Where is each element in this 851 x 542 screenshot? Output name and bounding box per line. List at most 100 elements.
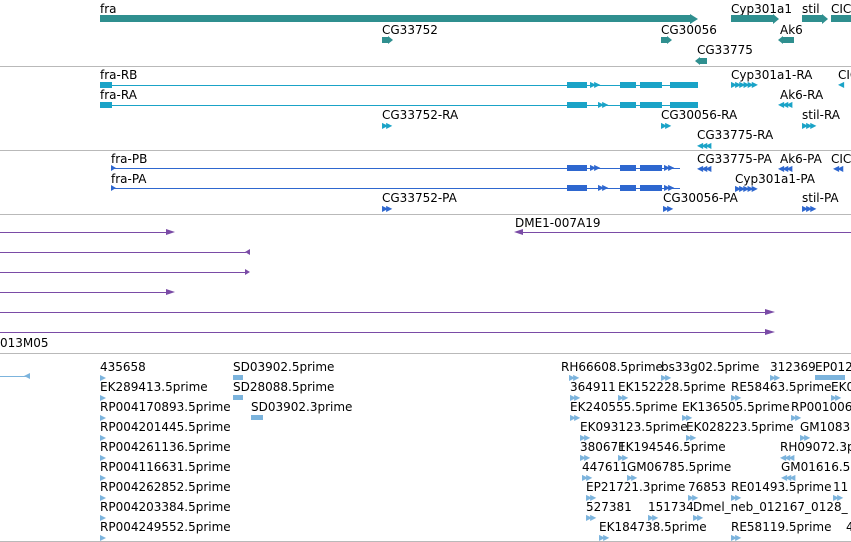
est-label[interactable]: 11 [833,480,849,494]
est-bar[interactable]: ◀◀◀ [781,473,796,482]
est-label[interactable]: EK093123.5prime [580,420,688,434]
protein-exon-fra-pa[interactable] [567,185,587,191]
est-bar[interactable]: ▶▶ [586,493,596,502]
est-label[interactable]: RE58119.5prime [731,520,832,534]
transcript-label-fra-rb[interactable]: fra-RB [100,68,138,82]
est-line[interactable] [0,376,26,377]
transcript-label-stil-ra[interactable]: stil-RA [802,108,841,122]
transcript-exon-fra-ra[interactable] [670,102,698,108]
est-arrow[interactable] [100,515,106,521]
clone-line[interactable] [0,232,168,233]
gene-bar-cyp301a1[interactable] [731,15,773,22]
est-label[interactable]: GM06785.5prime [627,460,732,474]
est-label[interactable]: 76853 [688,480,727,494]
est-bar[interactable] [815,375,845,380]
est-label[interactable]: SD28088.5prime [233,380,335,394]
est-label[interactable]: EK194546.5prime [618,440,726,454]
est-arrow[interactable] [100,395,106,401]
est-bar[interactable]: ▶▶ [570,413,580,422]
est-label[interactable]: RE01493.5prime [731,480,832,494]
protein-label-stil-pa[interactable]: stil-PA [802,191,839,205]
transcript-label-cic[interactable]: CIC [838,68,851,82]
est-bar[interactable]: ▶▶ [580,433,590,442]
est-bar[interactable] [233,375,243,380]
gene-bar-cg30056[interactable] [661,37,667,43]
gene-label-cg33775[interactable]: CG33775 [697,43,753,57]
est-label[interactable]: 447611 [582,460,628,474]
transcript-exon-fra-rb[interactable] [567,82,587,88]
est-bar[interactable]: ▶▶ [618,453,628,462]
est-bar[interactable]: ▶▶ [618,393,628,402]
est-label[interactable]: RH66608.5prime [561,360,663,374]
transcript-label-cg33775-ra[interactable]: CG33775-RA [697,128,774,142]
clone-label-013m05[interactable]: 013M05 [0,336,49,350]
est-arrow[interactable] [100,475,106,481]
est-bar[interactable]: ▶▶ [661,373,671,382]
est-bar[interactable]: ▶▶ [731,493,741,502]
gene-bar-cic[interactable] [831,15,851,22]
gene-bar-fra[interactable] [100,15,691,22]
est-bar[interactable]: ▶▶ [582,473,592,482]
transcript-label-fra-ra[interactable]: fra-RA [100,88,137,102]
est-arrow[interactable] [100,375,106,381]
est-bar[interactable]: ▶▶ [686,433,696,442]
est-bar[interactable]: ▶▶ [731,393,741,402]
est-bar[interactable]: ▶▶ [833,493,843,502]
gene-label-stil[interactable]: stil [802,2,820,16]
est-bar[interactable]: ▶▶ [627,473,637,482]
transcript-label-cg33752-ra[interactable]: CG33752-RA [382,108,459,122]
est-arrow[interactable] [100,455,106,461]
est-label[interactable]: 527381 [586,500,632,514]
clone-label-dme1-007a19[interactable]: DME1-007A19 [515,216,601,230]
est-bar[interactable]: ▶▶ [791,413,801,422]
est-bar[interactable]: ◀◀◀ [780,453,795,462]
est-label[interactable]: GM01616.5 [781,460,851,474]
est-arrow[interactable] [100,435,106,441]
transcript-exon-fra-ra[interactable] [620,102,636,108]
protein-exon-fra-pb[interactable] [640,165,662,171]
protein-exon-fra-pa[interactable] [640,185,662,191]
protein-exon-fra-pb[interactable] [567,165,587,171]
clone-line[interactable] [0,272,246,273]
est-label[interactable]: RP001006 [791,400,851,414]
est-bar[interactable] [233,395,243,400]
protein-label-fra-pb[interactable]: fra-PB [111,152,148,166]
protein-exon-fra-pa[interactable] [620,185,636,191]
transcript-label-ak6-ra[interactable]: Ak6-RA [780,88,824,102]
est-arrow[interactable] [100,495,106,501]
est-label[interactable]: EK028223.5prime [686,420,794,434]
est-label[interactable]: 4 [846,520,851,534]
transcript-label-cyp301a1-ra[interactable]: Cyp301a1-RA [731,68,813,82]
protein-label-cg30056-pa[interactable]: CG30056-PA [663,191,738,205]
gene-label-cic[interactable]: CIC [831,2,851,16]
est-bar[interactable]: ▶▶ [688,493,698,502]
gene-label-fra[interactable]: fra [100,2,117,16]
est-label[interactable]: RP004261136.5prime [100,440,231,454]
est-label[interactable]: RP004249552.5prime [100,520,231,534]
est-bar[interactable]: ▶▶ [693,513,703,522]
gene-bar-ak6[interactable] [783,37,794,43]
protein-exon-fra-pb[interactable] [620,165,636,171]
est-label[interactable]: EP012 [815,360,851,374]
clone-line[interactable] [522,232,851,233]
est-bar[interactable]: ▶▶ [682,413,692,422]
est-bar[interactable] [251,415,263,420]
est-label[interactable]: EP21721.3prime [586,480,686,494]
est-bar[interactable]: ▶▶ [586,513,596,522]
gene-label-cg30056[interactable]: CG30056 [661,23,717,37]
est-bar[interactable]: ▶▶ [570,393,580,402]
est-label[interactable]: SD03902.3prime [251,400,353,414]
gene-label-cyp301a1[interactable]: Cyp301a1 [731,2,792,16]
gene-bar-stil[interactable] [802,15,822,22]
est-bar[interactable]: ▶▶ [648,513,658,522]
transcript-label-cg30056-ra[interactable]: CG30056-RA [661,108,738,122]
est-label[interactable]: EK184738.5prime [599,520,707,534]
est-label[interactable]: RP004203384.5prime [100,500,231,514]
est-label[interactable]: Dmel_neb_012167_0128_ [693,500,848,514]
est-label[interactable]: RH09072.3p [780,440,851,454]
clone-line[interactable] [0,252,246,253]
protein-label-cyp301a1-pa[interactable]: Cyp301a1-PA [735,172,815,186]
transcript-exon-fra-rb[interactable] [620,82,636,88]
est-label[interactable]: EK136505.5prime [682,400,790,414]
protein-label-ak6-pa[interactable]: Ak6-PA [780,152,822,166]
